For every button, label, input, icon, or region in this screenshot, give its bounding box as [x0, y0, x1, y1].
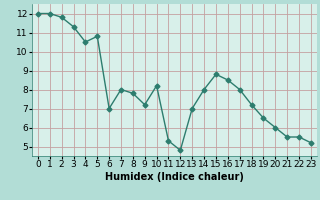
- X-axis label: Humidex (Indice chaleur): Humidex (Indice chaleur): [105, 172, 244, 182]
